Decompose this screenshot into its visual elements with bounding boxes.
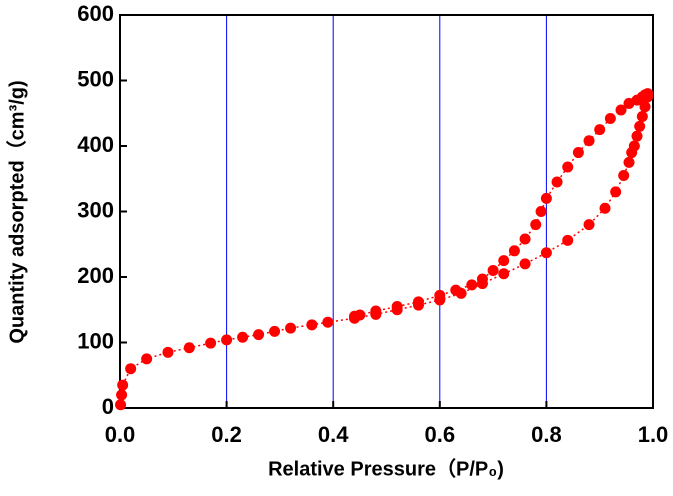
data-point — [530, 219, 542, 231]
data-point — [498, 255, 510, 267]
y-tick-label: 500 — [77, 66, 114, 91]
data-point — [628, 140, 640, 152]
data-point — [221, 334, 233, 346]
data-point — [623, 156, 635, 168]
y-tick-label: 0 — [102, 394, 114, 419]
data-point — [519, 258, 531, 270]
data-point — [285, 322, 297, 334]
data-point — [116, 389, 128, 401]
data-point — [322, 316, 334, 328]
data-point — [623, 97, 635, 109]
data-point — [466, 279, 478, 291]
data-point — [434, 289, 446, 301]
data-point — [639, 101, 651, 113]
data-point — [631, 130, 643, 142]
data-point — [125, 363, 137, 375]
y-tick-label: 200 — [77, 263, 114, 288]
data-point — [162, 346, 174, 358]
data-point — [183, 342, 195, 354]
data-point — [599, 202, 611, 214]
data-point — [476, 273, 488, 285]
y-axis-title: Quantity adsorpted（cm³/g) — [5, 80, 28, 343]
data-point — [604, 112, 616, 124]
data-point — [594, 124, 606, 136]
data-point — [508, 245, 520, 257]
data-point — [237, 331, 249, 343]
data-point — [349, 310, 361, 322]
x-tick-label: 0.8 — [531, 422, 562, 447]
x-tick-label: 1.0 — [638, 422, 669, 447]
y-tick-label: 600 — [77, 1, 114, 26]
data-point — [391, 300, 403, 312]
data-point — [487, 264, 499, 276]
x-axis-title: Relative Pressure（P/P₀) — [268, 457, 504, 480]
data-point — [562, 234, 574, 246]
x-tick-label: 0.2 — [211, 422, 242, 447]
data-point — [540, 192, 552, 204]
data-point — [615, 104, 627, 116]
data-point — [141, 353, 153, 365]
data-point — [370, 305, 382, 317]
data-point — [583, 135, 595, 147]
y-tick-label: 300 — [77, 197, 114, 222]
data-point — [519, 233, 531, 245]
data-point — [618, 169, 630, 181]
data-point — [253, 329, 265, 341]
y-tick-label: 100 — [77, 328, 114, 353]
series-line — [119, 96, 649, 405]
data-point — [636, 111, 648, 123]
data-point — [583, 219, 595, 231]
data-point — [115, 399, 127, 411]
data-point — [551, 176, 563, 188]
data-point — [205, 337, 217, 349]
data-point — [412, 296, 424, 308]
data-point — [535, 206, 547, 217]
data-point — [498, 268, 510, 280]
data-point — [117, 379, 129, 391]
data-point — [634, 120, 646, 132]
x-tick-label: 0.0 — [105, 422, 136, 447]
data-point — [572, 147, 584, 159]
x-tick-label: 0.6 — [425, 422, 456, 447]
data-point — [610, 186, 622, 198]
data-point — [540, 247, 552, 259]
data-point — [450, 284, 462, 296]
data-point — [306, 319, 318, 331]
x-tick-label: 0.4 — [318, 422, 349, 447]
plot-frame — [119, 14, 654, 409]
data-point — [562, 161, 574, 173]
data-point — [269, 325, 281, 337]
y-tick-label: 400 — [77, 132, 114, 157]
